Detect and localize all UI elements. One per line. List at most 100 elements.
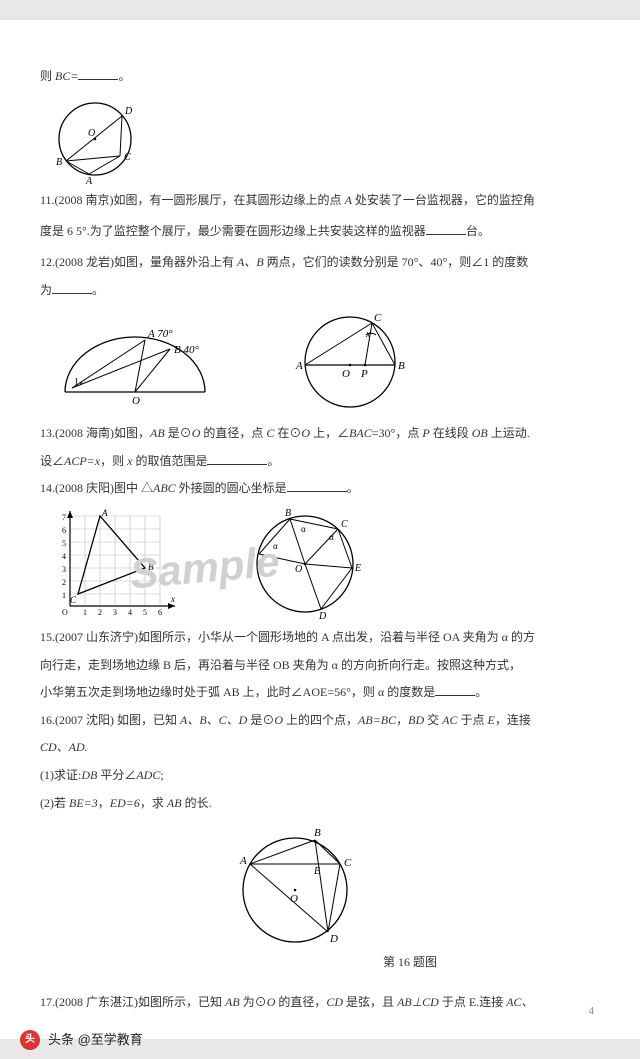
svg-text:A: A	[295, 360, 303, 372]
fig16: A B C D E O	[220, 822, 370, 952]
p11: 11.(2008 南京)如图，有一圆形展厅，在其圆形边缘上的点 A 处安装了一台…	[40, 190, 600, 212]
p14-t2: 外接圆的圆心坐标是	[176, 481, 287, 495]
p13-1b: 是⊙	[165, 426, 192, 440]
svg-text:C: C	[70, 595, 77, 605]
p13-blank	[207, 464, 267, 465]
p13-p: P	[422, 426, 429, 440]
p16-q2c: ，求	[140, 796, 167, 810]
p13-bac: BAC	[349, 426, 372, 440]
p17-t1: 17.(2008 广东湛江)如图所示，已知	[40, 995, 225, 1009]
p16-o: O	[274, 713, 283, 727]
svg-text:4: 4	[62, 552, 66, 561]
p14: 14.(2008 庆阳)图中 △ABC 外接圆的圆心坐标是 。	[40, 478, 600, 500]
p16-1a: 16.(2007 沈阳) 如图，已知	[40, 713, 180, 727]
svg-text:4: 4	[128, 608, 132, 617]
p16-e: E	[488, 713, 495, 727]
svg-text:A 70°: A 70°	[147, 328, 173, 340]
svg-text:A: A	[248, 548, 256, 559]
p17: 17.(2008 广东湛江)如图所示，已知 AB 为⊙O 的直径，CD 是弦，且…	[40, 992, 600, 1014]
svg-text:O: O	[88, 128, 95, 139]
p13: 13.(2008 海南)如图，AB 是⊙O 的直径，点 C 在⊙O 上，∠BAC…	[40, 423, 600, 445]
p12-post: 。	[92, 283, 104, 297]
p16-l2: CD、AD.	[40, 737, 600, 759]
fig-row-12-13: A 70° B 40° 1 O C x A O P B	[40, 307, 600, 417]
p13-1h: 上运动.	[488, 426, 530, 440]
svg-text:3: 3	[62, 565, 66, 574]
svg-text:B: B	[56, 157, 62, 168]
svg-text:B 40°: B 40°	[174, 344, 199, 356]
p14-post: 。	[347, 481, 359, 495]
p16-ac: AC	[442, 713, 457, 727]
p16-abcd: A、B、C、D	[180, 713, 247, 727]
p17-ac: AC、	[506, 995, 533, 1009]
p13-2a: 设∠	[40, 454, 64, 468]
p13-acp: ACP=x	[64, 454, 100, 468]
svg-text:2: 2	[62, 578, 66, 587]
svg-text:1: 1	[62, 591, 66, 600]
p14-t1: 14.(2008 庆阳)图中 △	[40, 481, 153, 495]
svg-text:x: x	[170, 594, 175, 604]
p10-blank	[78, 67, 118, 80]
fig10: O D C B A	[40, 94, 150, 184]
p10-bc: BC=	[55, 69, 78, 83]
p16-db: DB	[81, 768, 97, 782]
p16-ab: AB=BC	[358, 713, 396, 727]
svg-text:E: E	[313, 866, 320, 877]
p12-t1: 12.(2008 龙岩)如图，量角器外沿上有	[40, 255, 237, 269]
svg-text:3: 3	[113, 608, 117, 617]
svg-text:α: α	[273, 541, 278, 551]
page: 则 BC=。 O D C B A 11.(2008 南京)如图，有一圆形展厅，在…	[0, 20, 640, 1039]
p13-o2: O	[301, 426, 310, 440]
p11-l2a: 度是 6 5°.为了监控整个展厅，最少需要在圆形边缘上共安装这样的监视器	[40, 224, 426, 238]
p16-q2b: ，	[98, 796, 110, 810]
svg-text:E: E	[354, 563, 361, 574]
footer: 头 头条 @至学教育	[20, 1028, 143, 1051]
p17-cd: CD	[326, 995, 343, 1009]
p16-q2d: 的长.	[182, 796, 212, 810]
svg-text:A: A	[85, 176, 93, 184]
p16-q1b: 平分∠	[97, 768, 136, 782]
p11-a: A	[345, 193, 352, 207]
fig14-grid: 7654321 O 123456 A B C x	[40, 506, 195, 621]
p12-t2: 两点，它们的读数分别是 70°、40°，则∠1 的度数	[264, 255, 529, 269]
svg-text:α: α	[329, 532, 334, 542]
p17-t5: 于点 E.连接	[439, 995, 506, 1009]
p14-abc: ABC	[153, 481, 176, 495]
p11-t2: 处安装了一台监视器，它的监控角	[352, 193, 535, 207]
p16-adc: ADC	[136, 768, 160, 782]
p13-2b: ，则	[100, 454, 127, 468]
p13-1e: 上，∠	[310, 426, 349, 440]
svg-text:A: A	[101, 508, 108, 518]
svg-text:6: 6	[62, 526, 66, 535]
p16-ed: ED=6	[110, 796, 140, 810]
p16: 16.(2007 沈阳) 如图，已知 A、B、C、D 是⊙O 上的四个点，AB=…	[40, 710, 600, 732]
p16-1e: 交	[424, 713, 442, 727]
p16-1g: ，连接	[495, 713, 531, 727]
p16-1d: ，	[396, 713, 408, 727]
p16-q1a: (1)求证:	[40, 768, 81, 782]
p17-t4: 是弦，且	[343, 995, 397, 1009]
fig-row-14-15: 7654321 O 123456 A B C x Sample A B C E …	[40, 506, 600, 621]
p17-t2: 为⊙	[240, 995, 267, 1009]
svg-text:D: D	[124, 106, 133, 117]
p13-2c: 的取值范围是	[132, 454, 207, 468]
fig16-wrap: A B C D E O 第 16 题图	[220, 822, 600, 974]
svg-text:O: O	[342, 368, 350, 380]
p15-l3a: 小华第五次走到场地边缘时处于弧 AB 上，此时∠AOE=56°，则 α 的度数是	[40, 685, 435, 699]
svg-text:C: C	[341, 519, 348, 530]
svg-text:O: O	[132, 395, 140, 407]
p12: 12.(2008 龙岩)如图，量角器外沿上有 A、B 两点，它们的读数分别是 7…	[40, 252, 600, 274]
p11-l2: 度是 6 5°.为了监控整个展厅，最少需要在圆形边缘上共安装这样的监视器 台。	[40, 217, 600, 246]
svg-text:B: B	[285, 508, 291, 519]
p11-l2b: 台。	[466, 224, 490, 238]
svg-text:α: α	[301, 524, 306, 534]
svg-text:5: 5	[143, 608, 147, 617]
p16-q2a: (2)若	[40, 796, 69, 810]
svg-text:1: 1	[74, 377, 79, 388]
p16-bd: BD	[408, 713, 424, 727]
svg-text:7: 7	[62, 513, 66, 522]
svg-text:P: P	[360, 368, 368, 380]
p15-blank	[435, 683, 475, 696]
svg-text:D: D	[329, 933, 338, 945]
svg-text:O: O	[290, 893, 298, 905]
